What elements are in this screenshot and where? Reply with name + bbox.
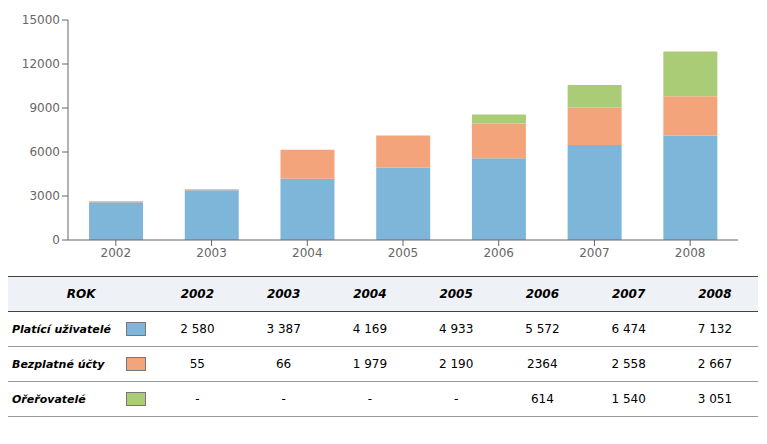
svg-text:2005: 2005	[388, 246, 419, 260]
html-text:2364: 2364	[527, 357, 558, 371]
html-text:2002: 2002	[180, 287, 215, 301]
html-text:6 474: 6 474	[611, 322, 646, 336]
html-text:2006: 2006	[525, 287, 560, 301]
html-text:614: 614	[530, 392, 554, 406]
html-text:3 387: 3 387	[266, 322, 301, 336]
svg-text:2006: 2006	[483, 246, 514, 260]
svg-text:2003: 2003	[196, 246, 227, 260]
html-text:Platící uživatelé: Platící uživatelé	[12, 322, 111, 336]
svg-text:2008: 2008	[675, 246, 706, 260]
html-text:2 558: 2 558	[611, 357, 646, 371]
svg-text:9000: 9000	[29, 101, 60, 115]
html-text:ROK: ROK	[66, 287, 96, 301]
html-text:Bezplatné účty: Bezplatné účty	[12, 357, 105, 371]
html-text:Ořeřovatelé: Ořeřovatelé	[12, 392, 86, 406]
html-text:2003: 2003	[266, 287, 301, 301]
html-text:4 169: 4 169	[352, 322, 387, 336]
html-text:1 540: 1 540	[611, 392, 646, 406]
svg-text:6000: 6000	[29, 145, 60, 159]
html-text:2 580: 2 580	[180, 322, 215, 336]
html-text:66: 66	[276, 357, 292, 371]
html-text:2008: 2008	[698, 287, 732, 301]
html-text:5 572: 5 572	[525, 322, 560, 336]
svg-text:2002: 2002	[101, 246, 132, 260]
html-text:4 933: 4 933	[438, 322, 474, 336]
svg-text:15000: 15000	[22, 13, 60, 27]
svg-text:3000: 3000	[29, 189, 60, 203]
html-text:3 051: 3 051	[697, 392, 732, 406]
html-text:7 132: 7 132	[697, 322, 732, 336]
svg-text:0: 0	[52, 233, 60, 247]
html-text:2 190: 2 190	[438, 357, 474, 371]
svg-text:2004: 2004	[292, 246, 323, 260]
html-text:1 979: 1 979	[352, 357, 387, 371]
html-text:2007: 2007	[611, 287, 646, 301]
svg-text:2007: 2007	[579, 246, 610, 260]
html-text:2004: 2004	[353, 287, 387, 301]
svg-text:12000: 12000	[22, 57, 60, 71]
html-text:2005: 2005	[439, 287, 473, 301]
html-text:55: 55	[189, 357, 205, 371]
html-text:2 667: 2 667	[697, 357, 732, 371]
